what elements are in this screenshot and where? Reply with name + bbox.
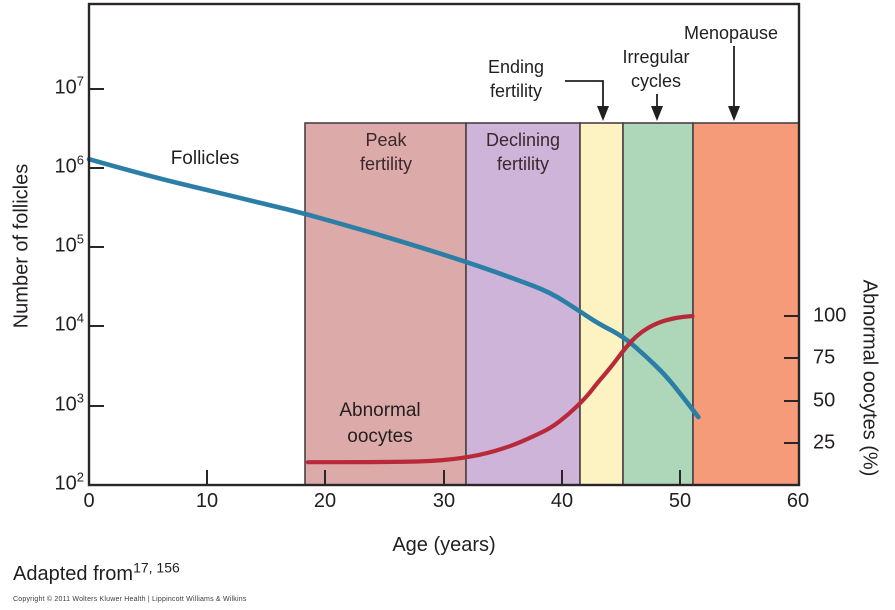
x-tick-0: 0 — [83, 490, 95, 512]
y-left-tick-1e4: 104 — [54, 310, 84, 336]
arrowhead-ending-fertility — [597, 106, 609, 121]
y-right-tick-75: 75 — [813, 346, 836, 369]
annotation-arrows — [565, 46, 735, 107]
x-tick-50: 50 — [668, 490, 692, 512]
arrowhead-menopause — [728, 106, 740, 121]
annotation-arrowheads — [597, 106, 740, 121]
reference-numbers: 17, 156 — [133, 559, 180, 576]
plot-frame — [87, 2, 801, 487]
annotation-ending-fertility: Ending fertility — [487, 57, 545, 102]
x-tick-40: 40 — [550, 490, 574, 512]
arrowhead-irregular-cycles — [651, 106, 663, 121]
y-left-tick-1e5: 105 — [54, 231, 84, 257]
y-left-tick-1e7: 107 — [54, 73, 84, 99]
adapted-from-text: Adapted from — [13, 563, 134, 585]
band-peak-fertility — [304, 122, 467, 486]
band-ending-fertility — [579, 122, 624, 486]
band-label-peak-fertility: Peak fertility — [359, 130, 413, 175]
y-right-tick-25: 25 — [813, 431, 836, 454]
y-right-axis-title: Abnormal oocytes (%) — [858, 279, 881, 477]
annotation-menopause: Menopause — [683, 23, 779, 43]
x-tick-60: 60 — [786, 490, 810, 512]
x-tick-30: 30 — [432, 490, 456, 512]
y-left-tick-1e2: 102 — [54, 469, 84, 495]
y-left-tick-1e6: 106 — [54, 152, 84, 178]
band-declining-fertility — [465, 122, 581, 486]
annotation-irregular-cycles: Irregular cycles — [622, 47, 690, 92]
phase-bands — [304, 122, 800, 486]
x-tick-10: 10 — [195, 490, 219, 512]
band-menopause — [692, 122, 800, 486]
x-axis-title: Age (years) — [392, 534, 496, 556]
y-right-tick-50: 50 — [813, 389, 836, 412]
y-right-tick-100: 100 — [813, 304, 847, 327]
abnormal-oocytes-curve — [305, 313, 695, 465]
follicles-curve — [86, 156, 701, 420]
x-tick-20: 20 — [313, 490, 337, 512]
band-label-declining-fertility: Declining fertility — [485, 130, 561, 175]
follicles-curve-label: Follicles — [170, 148, 240, 169]
copyright-line: Copyright © 2011 Wolters Kluwer Health |… — [13, 596, 247, 603]
band-irregular-cycles — [622, 122, 694, 486]
y-left-tick-1e3: 103 — [54, 390, 84, 416]
adapted-from-note: Adapted from17, 156 — [13, 560, 180, 586]
y-left-axis-title: Number of follicles — [10, 163, 33, 329]
abnormal-oocytes-curve-label: Abnormal oocytes — [339, 400, 421, 447]
axis-ticks — [90, 88, 798, 484]
